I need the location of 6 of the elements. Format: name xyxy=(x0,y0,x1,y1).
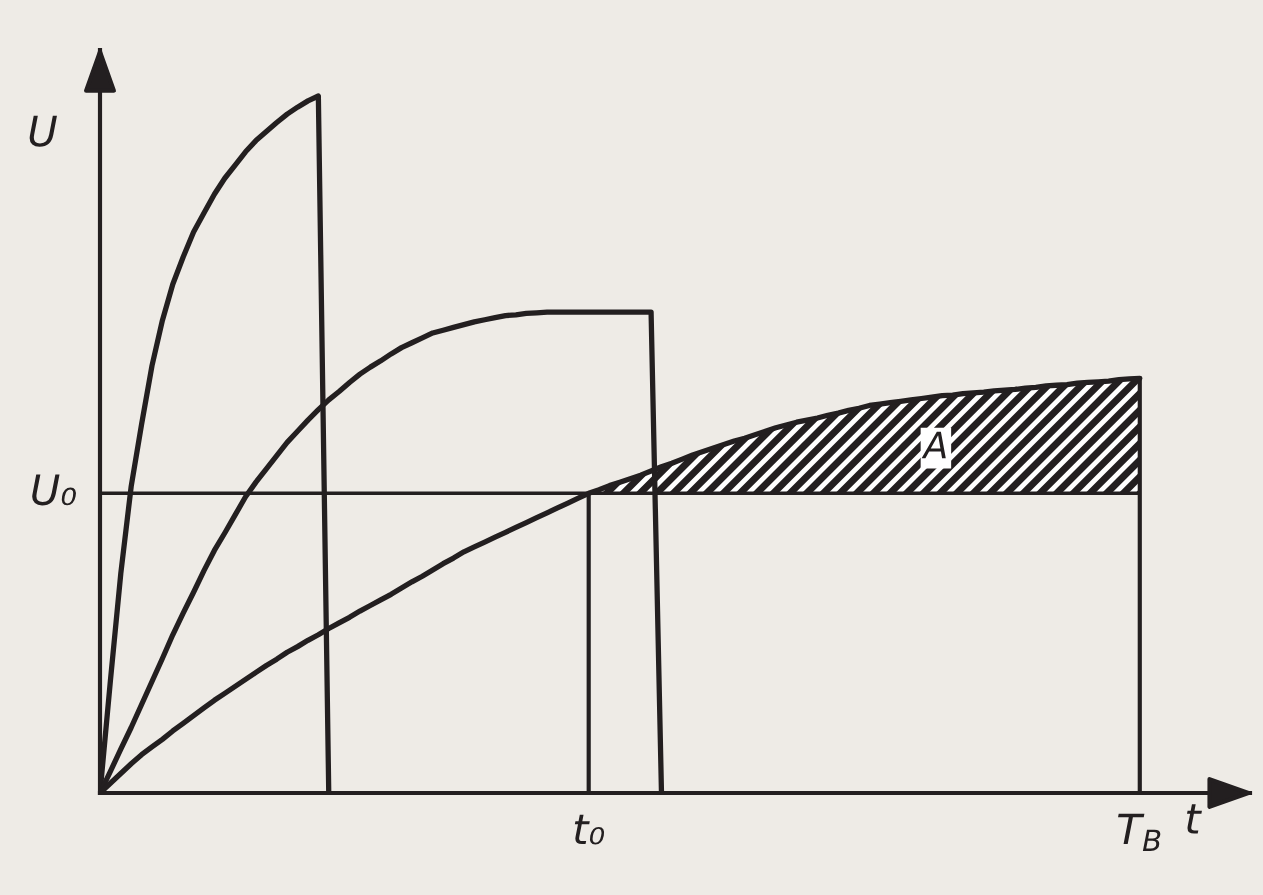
x-axis-title: t xyxy=(1187,804,1202,834)
x-tick-label: t₀ xyxy=(574,814,605,845)
annotation: A xyxy=(921,431,946,459)
y-axis-title: U xyxy=(29,115,57,147)
ref-line-label: U₀ xyxy=(32,474,76,506)
x-tick-label: T$_{B}$ xyxy=(1118,813,1161,851)
